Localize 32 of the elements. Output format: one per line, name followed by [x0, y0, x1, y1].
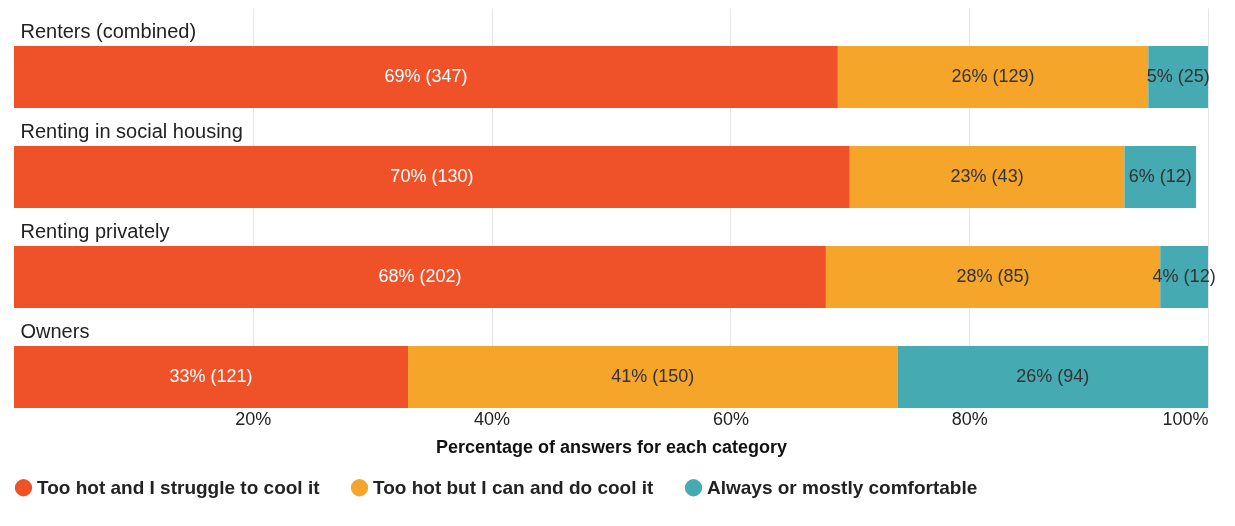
y-tick-label: Renting in social housing — [20, 120, 243, 142]
bar — [897, 346, 1208, 408]
data-label: 68% (202) — [378, 266, 462, 286]
bar — [408, 346, 898, 408]
bar — [1124, 146, 1197, 208]
x-tick-label: 20% — [235, 408, 272, 429]
bar — [14, 346, 409, 408]
x-tick-label: 100% — [1162, 408, 1209, 429]
x-tick-label: 60% — [712, 408, 749, 429]
x-axis-title: Percentage of answers for each category — [435, 436, 788, 457]
data-label: 28% (85) — [956, 266, 1030, 286]
data-label: 70% (130) — [390, 166, 474, 186]
bar — [837, 46, 1149, 108]
data-label: 23% (43) — [950, 166, 1024, 186]
bar — [849, 146, 1125, 208]
x-tick-label: 80% — [951, 408, 988, 429]
legend-label: Too hot but I can and do cool it — [373, 476, 655, 498]
bar — [14, 146, 850, 208]
data-label: 33% (121) — [169, 366, 253, 386]
data-label: 26% (129) — [951, 66, 1035, 86]
bar — [14, 246, 826, 308]
data-label: 69% (347) — [384, 66, 468, 86]
y-tick-label: Renters (combined) — [20, 20, 197, 42]
y-tick-label: Renting privately — [20, 220, 170, 242]
legend-label: Always or mostly comfortable — [707, 476, 978, 498]
legend-label: Too hot and I struggle to cool it — [37, 476, 321, 498]
data-label: 26% (94) — [1016, 366, 1090, 386]
data-label: 41% (150) — [611, 366, 695, 386]
y-tick-label: Owners — [20, 320, 90, 342]
bar — [14, 46, 838, 108]
x-tick-label: 40% — [474, 408, 511, 429]
data-label: 6% (12) — [1128, 166, 1192, 186]
